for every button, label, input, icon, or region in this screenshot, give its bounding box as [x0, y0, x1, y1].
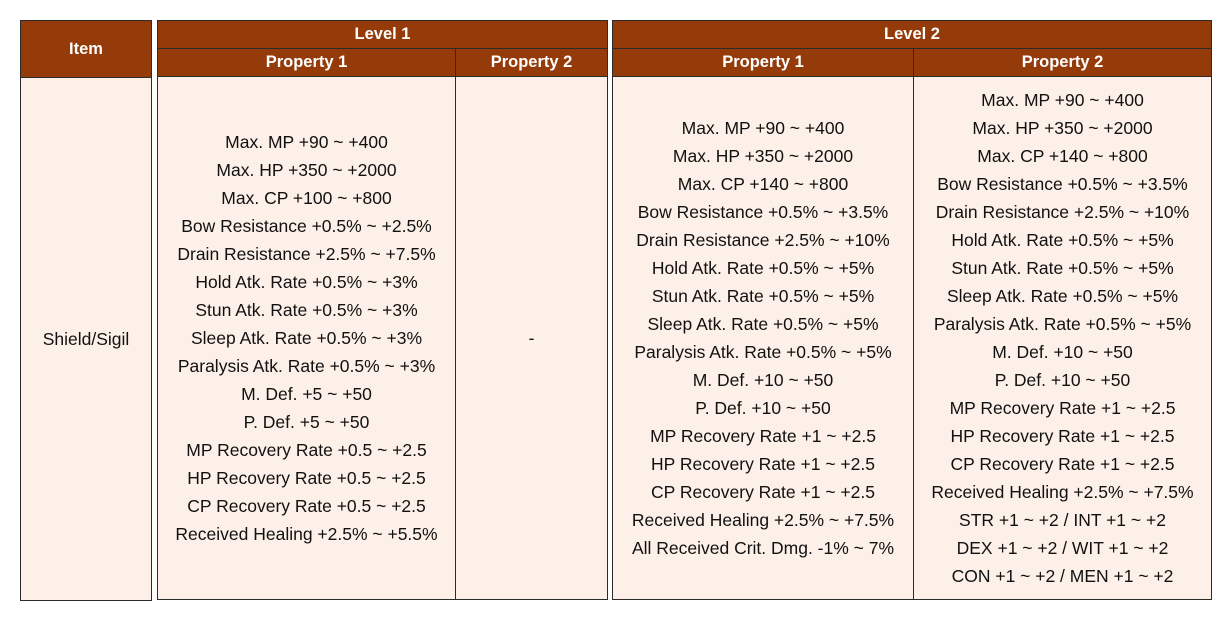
- level1-property1-header: Property 1: [157, 48, 456, 77]
- property-line: All Received Crit. Dmg. -1% ~ 7%: [631, 538, 895, 558]
- level2-property2-header: Property 2: [913, 48, 1212, 77]
- property-line: Max. MP +90 ~ +400: [681, 118, 845, 138]
- item-table: Item Shield/Sigil: [20, 20, 152, 601]
- property-line: Paralysis Atk. Rate +0.5% ~ +3%: [177, 356, 436, 376]
- level2-table: Level 2 Property 1 Property 2 Max. MP +9…: [612, 20, 1212, 600]
- property-line: Paralysis Atk. Rate +0.5% ~ +5%: [933, 314, 1192, 334]
- property-line: MP Recovery Rate +1 ~ +2.5: [949, 398, 1176, 418]
- property-line: CP Recovery Rate +1 ~ +2.5: [950, 454, 1175, 474]
- level2-property1-header: Property 1: [612, 48, 914, 77]
- property-line: Max. CP +140 ~ +800: [677, 174, 849, 194]
- property-line: Sleep Atk. Rate +0.5% ~ +5%: [647, 314, 879, 334]
- property-line: M. Def. +10 ~ +50: [692, 370, 834, 390]
- property-line: Sleep Atk. Rate +0.5% ~ +5%: [946, 286, 1179, 306]
- property-line: M. Def. +5 ~ +50: [241, 384, 372, 404]
- level1-header: Level 1: [157, 20, 608, 49]
- property-line: Hold Atk. Rate +0.5% ~ +5%: [951, 230, 1174, 250]
- property-line: CON +1 ~ +2 / MEN +1 ~ +2: [951, 566, 1174, 586]
- property-line: Max. MP +90 ~ +400: [225, 132, 388, 152]
- property-line: P. Def. +10 ~ +50: [695, 398, 831, 418]
- property-line: P. Def. +5 ~ +50: [243, 412, 370, 432]
- property-line: Bow Resistance +0.5% ~ +3.5%: [637, 202, 889, 222]
- property-line: Received Healing +2.5% ~ +7.5%: [931, 482, 1194, 502]
- level2-header: Level 2: [612, 20, 1212, 49]
- level1-property2-header: Property 2: [455, 48, 608, 77]
- property-line: Max. HP +350 ~ +2000: [216, 160, 397, 180]
- property-line: Received Healing +2.5% ~ +5.5%: [175, 524, 438, 544]
- property-line: HP Recovery Rate +0.5 ~ +2.5: [187, 468, 426, 488]
- property-line: Hold Atk. Rate +0.5% ~ +5%: [651, 258, 875, 278]
- property-line: Max. HP +350 ~ +2000: [672, 146, 854, 166]
- property-line: Stun Atk. Rate +0.5% ~ +5%: [951, 258, 1174, 278]
- level1-table: Level 1 Property 1 Property 2 Max. MP +9…: [157, 20, 608, 600]
- property-line: Drain Resistance +2.5% ~ +10%: [636, 230, 890, 250]
- property-line: DEX +1 ~ +2 / WIT +1 ~ +2: [956, 538, 1169, 558]
- property-line: M. Def. +10 ~ +50: [992, 342, 1133, 362]
- property-line: Drain Resistance +2.5% ~ +10%: [935, 202, 1190, 222]
- property-line: MP Recovery Rate +0.5 ~ +2.5: [186, 440, 427, 460]
- property-line: CP Recovery Rate +0.5 ~ +2.5: [187, 496, 426, 516]
- level1-property1-cell: Max. MP +90 ~ +400 Max. HP +350 ~ +2000 Ma…: [157, 76, 456, 600]
- property-line: Drain Resistance +2.5% ~ +7.5%: [177, 244, 436, 264]
- property-line: HP Recovery Rate +1 ~ +2.5: [950, 426, 1175, 446]
- item-header: Item: [20, 20, 152, 78]
- property-line: HP Recovery Rate +1 ~ +2.5: [651, 454, 875, 474]
- property-line: Stun Atk. Rate +0.5% ~ +3%: [195, 300, 418, 320]
- property-line: Bow Resistance +0.5% ~ +3.5%: [937, 174, 1188, 194]
- item-name-cell: Shield/Sigil: [20, 77, 152, 601]
- property-line: Max. HP +350 ~ +2000: [972, 118, 1153, 138]
- property-line: Max. CP +140 ~ +800: [977, 146, 1148, 166]
- property-line: Bow Resistance +0.5% ~ +2.5%: [181, 216, 432, 236]
- property-line: Max. MP +90 ~ +400: [981, 90, 1144, 110]
- property-line: Paralysis Atk. Rate +0.5% ~ +5%: [634, 342, 892, 362]
- property-line: MP Recovery Rate +1 ~ +2.5: [650, 426, 876, 446]
- property-line: P. Def. +10 ~ +50: [994, 370, 1131, 390]
- property-line: Hold Atk. Rate +0.5% ~ +3%: [195, 272, 418, 292]
- property-line: Received Healing +2.5% ~ +7.5%: [631, 510, 895, 530]
- property-line: CP Recovery Rate +1 ~ +2.5: [651, 482, 875, 502]
- property-line: Max. CP +100 ~ +800: [221, 188, 392, 208]
- level2-property1-cell: Max. MP +90 ~ +400 Max. HP +350 ~ +2000 Ma…: [612, 76, 914, 600]
- property-line: Sleep Atk. Rate +0.5% ~ +3%: [190, 328, 423, 348]
- property-line: STR +1 ~ +2 / INT +1 ~ +2: [959, 510, 1166, 530]
- level1-property2-cell: -: [455, 76, 608, 600]
- level2-property2-cell: Max. MP +90 ~ +400 Max. HP +350 ~ +2000 Ma…: [913, 76, 1212, 600]
- property-line: Stun Atk. Rate +0.5% ~ +5%: [651, 286, 875, 306]
